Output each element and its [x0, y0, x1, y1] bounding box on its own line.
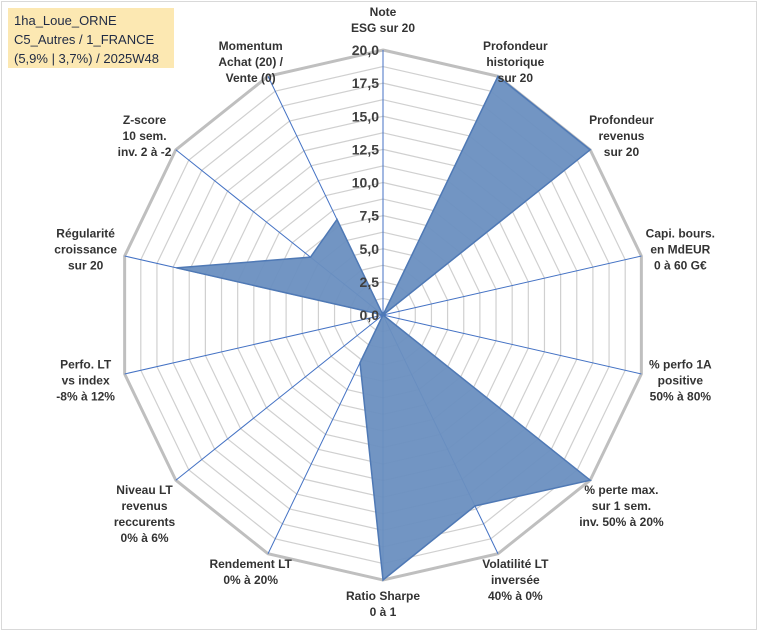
axis-label-line: -8% à 12%	[56, 390, 115, 404]
axis-label-line: ESG sur 20	[351, 21, 415, 35]
axis-label-line: 10 sem.	[123, 129, 167, 143]
axis-label-line: Momentum	[219, 39, 283, 53]
axis-label-line: Profondeur	[483, 39, 548, 53]
axis-label-line: % perfo 1A	[649, 358, 712, 372]
axis-label-line: inversée	[491, 573, 540, 587]
axis-label-line: sur 20	[68, 258, 104, 272]
axis-label-line: inv. 2 à -2	[118, 145, 172, 159]
axis-label-line: historique	[486, 55, 544, 69]
radar-series	[176, 75, 592, 582]
axis-label-line: 40% à 0%	[488, 589, 543, 603]
axis-label-line: vs index	[62, 374, 110, 388]
axis-label-line: Note	[370, 5, 397, 19]
axis-label-line: Régularité	[56, 226, 115, 240]
axis-label-line: revenus	[598, 129, 644, 143]
axis-label-line: Capi. bours.	[646, 226, 715, 240]
axis-label-line: Volatilité LT	[482, 557, 549, 571]
axis-label: Momentum Achat (20) / Vente (0)	[218, 39, 283, 85]
axis-label: Z-score 10 sem. inv. 2 à -2	[118, 113, 172, 159]
axis-label-line: en MdEUR	[650, 242, 710, 256]
axis-label: Profondeur revenus sur 20	[589, 113, 654, 159]
axis-label: Volatilité LT inversée 40% à 0%	[482, 557, 549, 603]
axis-label-line: Niveau LT	[116, 483, 173, 497]
axis-label-line: sur 20	[498, 71, 534, 85]
axis-label: Ratio Sharpe 0 à 1	[346, 589, 420, 619]
axis-label-line: 0% à 20%	[223, 573, 278, 587]
axis-label-line: sur 20	[604, 145, 640, 159]
axis-label-line: 0% à 6%	[121, 531, 169, 545]
radar-tick-labels: 0,0 2,5 5,0 7,5 10,0 12,5 15,0 17,5 20,0	[352, 42, 379, 323]
axis-label: Niveau LT revenus reccurents 0% à 6%	[114, 483, 176, 545]
axis-label-line: croissance	[54, 242, 117, 256]
axis-label: Note ESG sur 20	[351, 5, 415, 35]
tick-label: 5,0	[360, 241, 380, 257]
radar-spoke	[124, 314, 384, 375]
info-line-3: (5,9% | 3,7%) / 2025W48	[14, 51, 160, 66]
radar-spoke	[382, 255, 642, 316]
tick-label: 15,0	[352, 108, 379, 124]
axis-label: Capi. bours. en MdEUR 0 à 60 G€	[646, 226, 715, 272]
axis-label-line: Ratio Sharpe	[346, 589, 420, 603]
tick-label: 2,5	[360, 274, 380, 290]
tick-label: 12,5	[352, 141, 379, 157]
info-line-1: 1ha_Loue_ORNE	[14, 13, 117, 28]
axis-label: Rendement LT 0% à 20%	[209, 557, 292, 587]
axis-label: Profondeur historique sur 20	[483, 39, 548, 85]
info-box: 1ha_Loue_ORNE C5_Autres / 1_FRANCE (5,9%…	[8, 8, 174, 68]
axis-label-line: Z-score	[123, 113, 167, 127]
axis-label: Perfo. LT vs index -8% à 12%	[56, 358, 115, 404]
axis-label: Régularité croissance sur 20	[54, 226, 117, 272]
axis-label-line: Vente (0)	[226, 71, 276, 85]
axis-label-line: Perfo. LT	[60, 358, 112, 372]
axis-label-line: Rendement LT	[209, 557, 292, 571]
tick-label: 17,5	[352, 75, 379, 91]
axis-label-line: sur 1 sem.	[592, 499, 651, 513]
axis-label-line: Profondeur	[589, 113, 654, 127]
tick-label: 10,0	[352, 175, 379, 191]
axis-label-line: reccurents	[114, 515, 176, 529]
axis-label-line: 0 à 60 G€	[654, 258, 707, 272]
radar-spoke	[175, 314, 384, 481]
axis-label-line: Achat (20) /	[218, 55, 283, 69]
tick-label: 0,0	[360, 307, 380, 323]
axis-label-line: positive	[658, 374, 704, 388]
radar-spoke	[382, 314, 642, 375]
axis-label-line: inv. 50% à 20%	[579, 515, 664, 529]
axis-label-line: 50% à 80%	[650, 390, 712, 404]
axis-label: % perfo 1A positive 50% à 80%	[649, 358, 712, 404]
axis-label-line: % perte max.	[584, 483, 658, 497]
radar-series-area	[176, 75, 592, 582]
axis-label: % perte max. sur 1 sem. inv. 50% à 20%	[579, 483, 664, 529]
tick-label: 7,5	[360, 208, 380, 224]
tick-label: 20,0	[352, 42, 379, 58]
info-line-2: C5_Autres / 1_FRANCE	[14, 32, 155, 47]
axis-label-line: revenus	[122, 499, 168, 513]
axis-label-line: 0 à 1	[370, 605, 397, 619]
radar-axis-labels: Note ESG sur 20 Profondeur historique sur 20…	[54, 5, 715, 619]
